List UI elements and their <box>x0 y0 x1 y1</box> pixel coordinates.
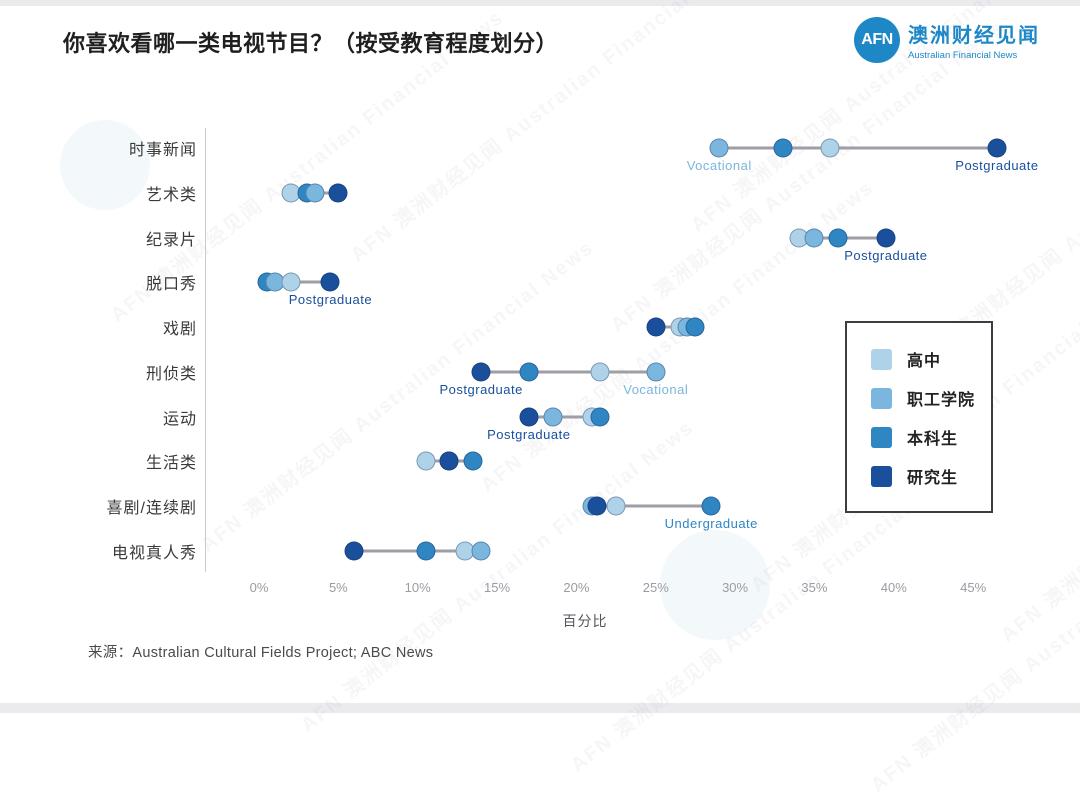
x-tick-label: 10% <box>404 580 431 595</box>
x-tick-label: 25% <box>642 580 669 595</box>
x-tick-label: 20% <box>563 580 590 595</box>
dumbbell-connector-line <box>592 504 712 508</box>
dot-undergraduate <box>828 228 848 248</box>
dot-undergraduate <box>416 541 436 561</box>
dot-undergraduate <box>463 451 483 471</box>
annotation-postgraduate: Postgraduate <box>487 426 571 442</box>
category-label: 电视真人秀 <box>111 545 197 563</box>
dot-vocational <box>709 138 729 158</box>
logo-name-cn: 澳洲财经见闻 <box>908 25 1040 47</box>
source-text: 来源：Australian Cultural Fields Project; A… <box>88 645 434 661</box>
category-label: 脱口秀 <box>145 276 197 294</box>
dot-undergraduate <box>590 407 610 427</box>
logo-name-en: Australian Financial News <box>908 50 1018 61</box>
afn-logo: AFN 澳洲财经见闻 Australian Financial News <box>854 17 1040 63</box>
legend-item-undergraduate: 本科生 <box>871 425 958 449</box>
x-tick-label: 40% <box>880 580 907 595</box>
dot-postgraduate <box>987 138 1007 158</box>
dumbbell-connector-line <box>528 415 601 419</box>
dot-postgraduate <box>471 362 491 382</box>
annotation-postgraduate: Postgraduate <box>844 247 928 263</box>
dot-vocational <box>471 541 491 561</box>
category-label: 运动 <box>162 410 197 428</box>
category-label: 纪录片 <box>145 231 197 249</box>
dot-postgraduate <box>876 228 896 248</box>
page-title: 你喜欢看哪一类电视节目？（按受教育程度划分） <box>63 31 559 56</box>
x-axis-title: 百分比 <box>562 613 608 629</box>
legend-item-vocational: 职工学院 <box>871 386 975 410</box>
bottom-edge-band <box>0 703 1080 713</box>
annotation-vocational: Vocational <box>686 158 752 173</box>
legend-label: 本科生 <box>907 431 959 448</box>
dot-undergraduate <box>701 496 721 516</box>
dumbbell-connector-line <box>719 146 997 150</box>
dot-highschool <box>606 496 626 516</box>
dot-vocational <box>305 183 325 203</box>
dot-vocational <box>543 407 563 427</box>
category-label: 生活类 <box>145 455 197 473</box>
legend-label: 高中 <box>907 353 942 370</box>
dot-highschool <box>590 362 610 382</box>
dot-vocational <box>646 362 666 382</box>
dot-undergraduate <box>773 138 793 158</box>
x-tick-label: 35% <box>801 580 828 595</box>
legend-label: 职工学院 <box>907 392 976 409</box>
x-tick-label: 30% <box>722 580 749 595</box>
legend-swatch-undergraduate <box>871 426 892 448</box>
category-label: 戏剧 <box>162 321 197 339</box>
dot-postgraduate <box>328 183 348 203</box>
legend-swatch-highschool <box>871 348 892 370</box>
annotation-vocational: Vocational <box>623 381 689 397</box>
dot-postgraduate <box>587 496 607 516</box>
watermark-text: AFN 澳洲财经见闻 Australian Financial News <box>866 476 1080 797</box>
legend-label: 研究生 <box>907 470 959 487</box>
x-tick-label: 0% <box>249 580 269 595</box>
watermark-text: AFN 澳洲财经见闻 Australian Financial News <box>296 416 699 737</box>
dot-postgraduate <box>646 317 666 337</box>
annotation-postgraduate: Postgraduate <box>439 381 523 397</box>
logo-text: 澳洲财经见闻 Australian Financial News <box>908 19 1040 61</box>
x-tick-label: 5% <box>328 580 348 595</box>
annotation-postgraduate: Postgraduate <box>955 158 1039 173</box>
annotation-undergraduate: Undergraduate <box>664 516 758 532</box>
legend-item-postgraduate: 研究生 <box>871 464 958 488</box>
legend-item-highschool: 高中 <box>871 347 941 371</box>
dot-highschool <box>281 272 301 292</box>
dot-postgraduate <box>344 541 364 561</box>
legend-box: 高中职工学院本科生研究生 <box>845 321 993 513</box>
category-label: 时事新闻 <box>128 142 197 159</box>
dot-undergraduate <box>685 317 705 337</box>
category-label: 喜剧/连续剧 <box>106 500 197 518</box>
dot-vocational <box>804 228 824 248</box>
watermark-text: AFN 澳洲财经见闻 Australian Financial News <box>996 326 1080 647</box>
dot-undergraduate <box>519 362 539 382</box>
dot-highschool <box>416 451 436 471</box>
dot-postgraduate <box>439 451 459 471</box>
legend-swatch-postgraduate <box>871 465 892 487</box>
category-label: 艺术类 <box>145 186 197 204</box>
x-tick-label: 15% <box>484 580 511 595</box>
watermark-text: AFN 澳洲财经见闻 Australian Financial News <box>196 236 599 557</box>
annotation-postgraduate: Postgraduate <box>288 292 373 308</box>
dumbbell-connector-line <box>481 370 656 374</box>
y-axis-line <box>205 128 206 572</box>
dot-postgraduate <box>320 272 340 292</box>
legend-swatch-vocational <box>871 387 892 409</box>
afn-logo-icon: AFN <box>854 17 900 63</box>
x-tick-label: 45% <box>960 580 987 595</box>
category-label: 刑侦类 <box>145 365 197 383</box>
dot-highschool <box>820 138 840 158</box>
dot-postgraduate <box>519 407 539 427</box>
top-edge-band <box>0 0 1080 6</box>
